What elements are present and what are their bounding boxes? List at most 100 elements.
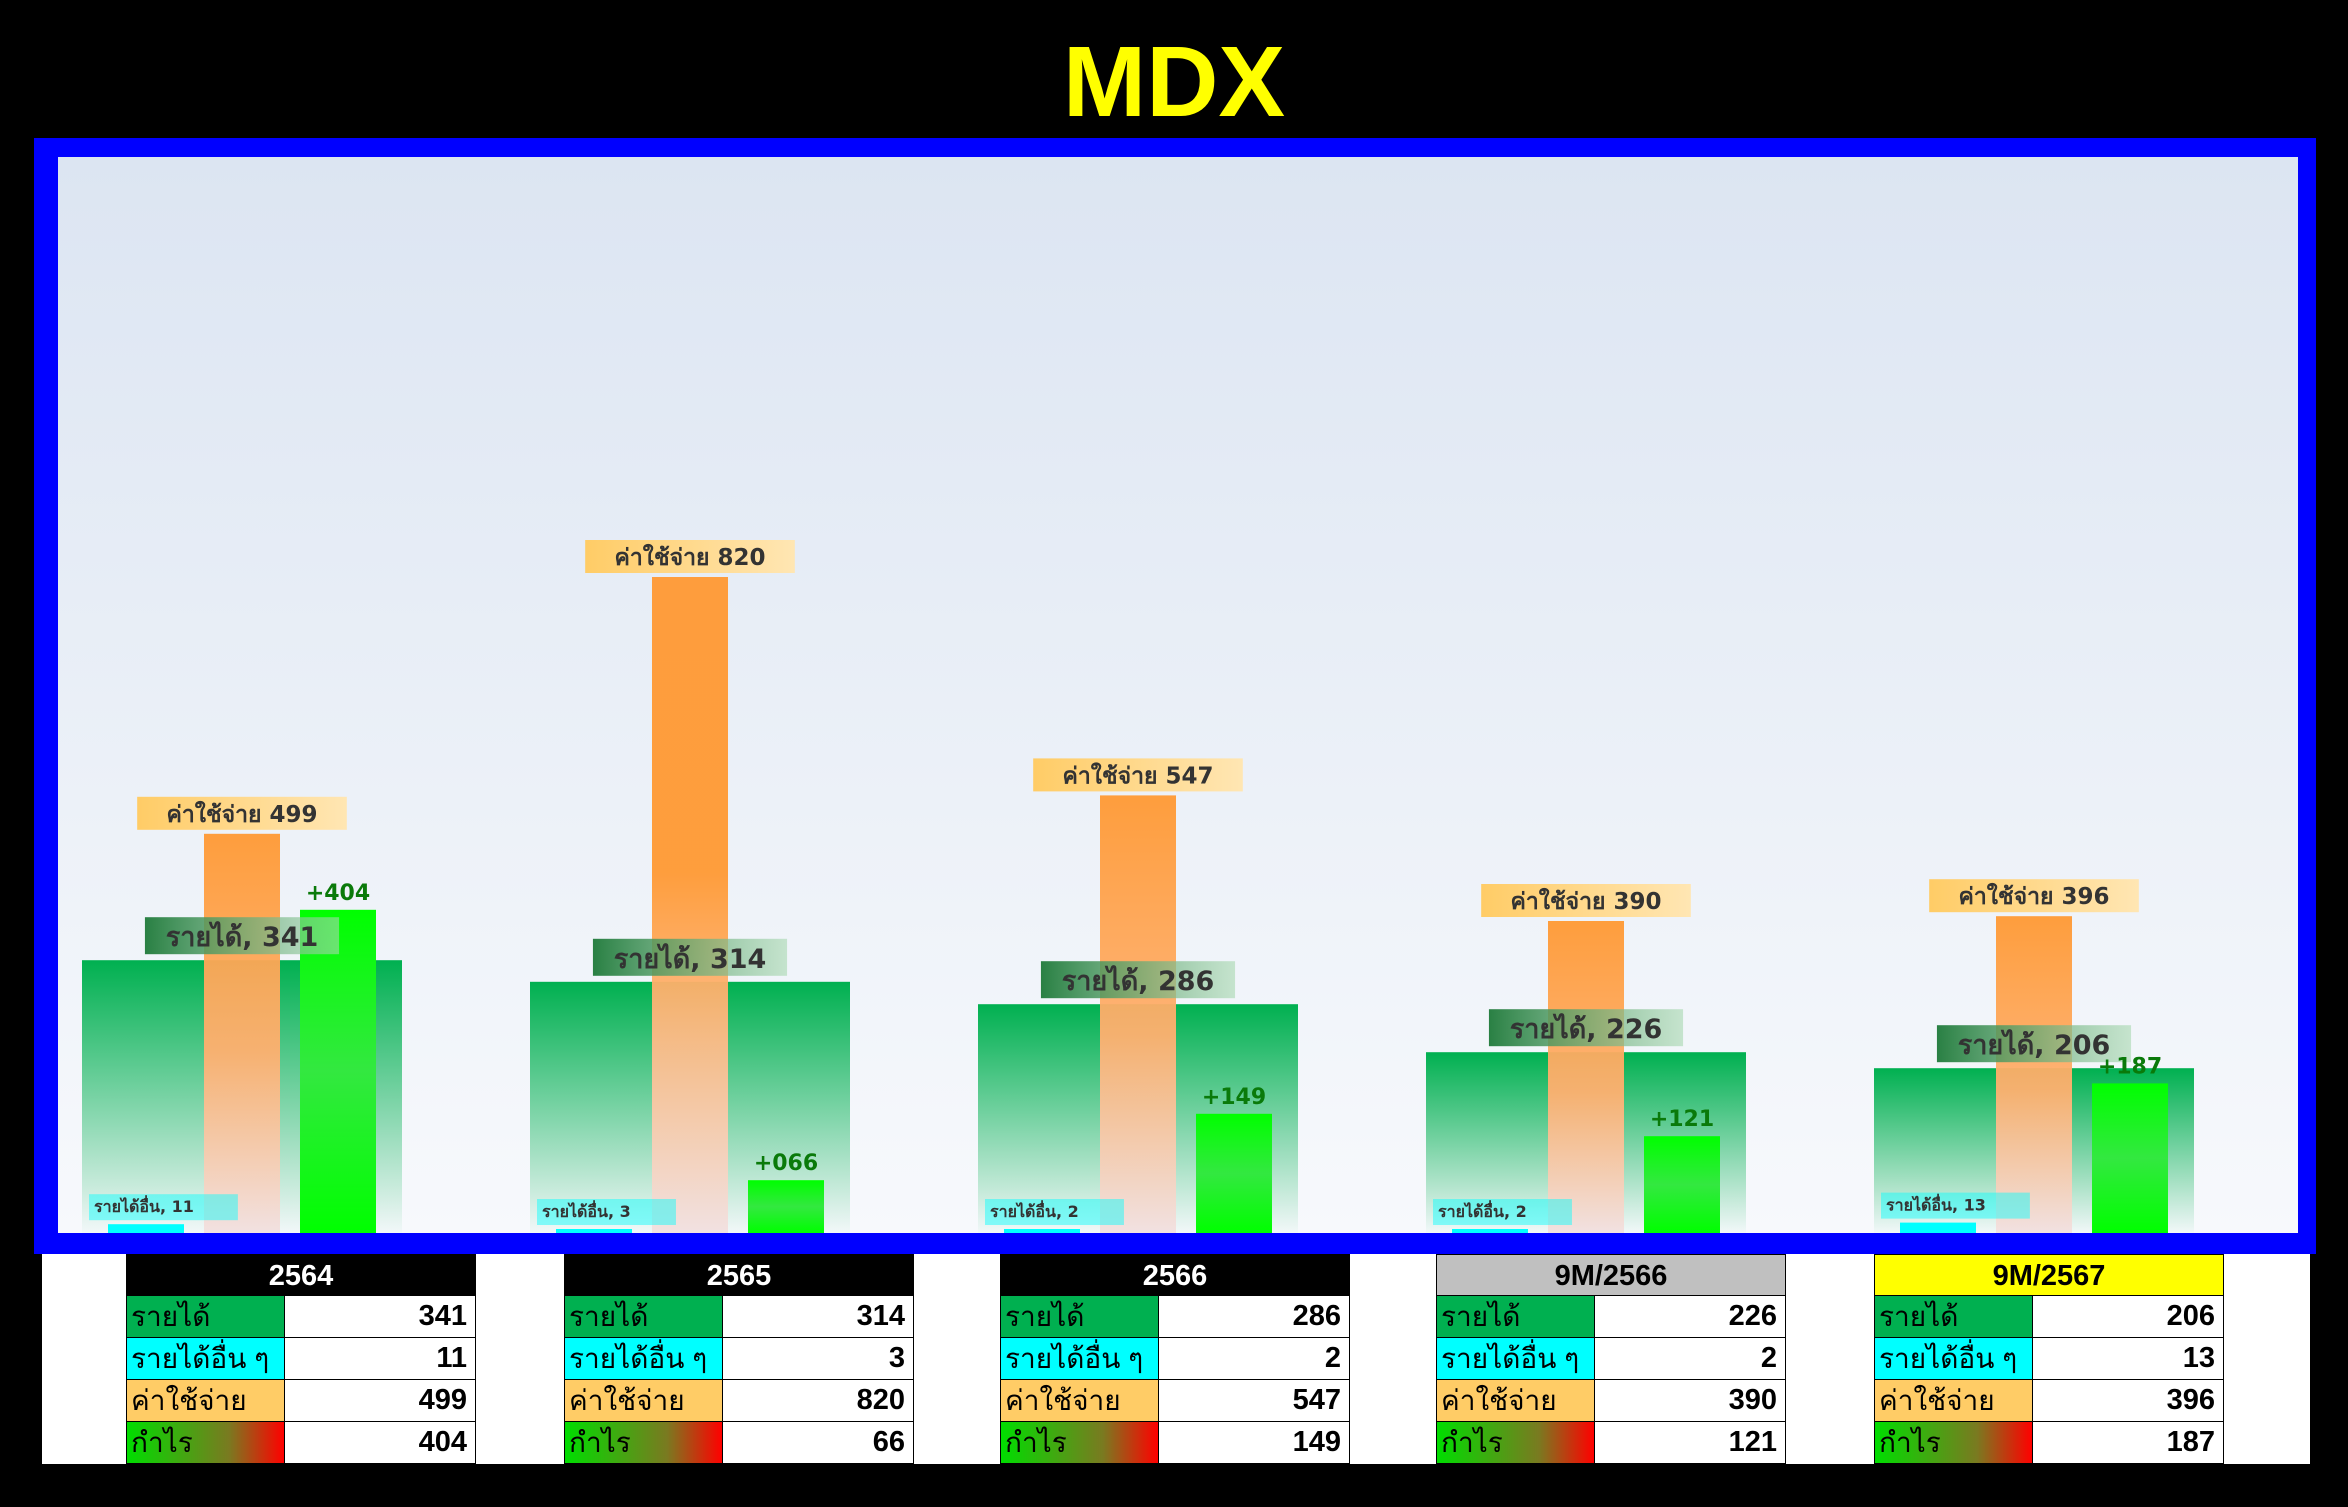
row-value: 341 [418, 1300, 467, 1332]
year-header: 9M/2566 [1436, 1254, 1786, 1296]
profit-label: +187 [2098, 1054, 2162, 1079]
row-value: 226 [1728, 1300, 1777, 1332]
revenue-label: รายได้, 341 [166, 921, 319, 953]
table-row: กำไร 149 [1000, 1422, 1350, 1464]
row-value: 404 [418, 1426, 467, 1458]
revenue-label-bg [1488, 1009, 1684, 1047]
expense-label-bg [1481, 884, 1691, 917]
other-income-bar [1004, 1229, 1080, 1233]
row-value: 3 [888, 1342, 905, 1374]
table-row: รายได้อื่น ๆ 2 [1000, 1338, 1350, 1380]
profit-bar [748, 1180, 824, 1233]
table-row: กำไร 404 [126, 1422, 476, 1464]
row-value: 2 [1324, 1342, 1341, 1374]
year-header: 2565 [564, 1254, 914, 1296]
table-row: รายได้อื่น ๆ 2 [1436, 1338, 1786, 1380]
expense-label: ค่าใช้จ่าย 390 [1510, 887, 1661, 915]
row-label: รายได้อื่น ๆ [127, 1338, 285, 1379]
year-table: 2565 รายได้ 314 รายได้อื่น ๆ 3 ค่าใช้จ่าย 820 ก… [564, 1254, 914, 1464]
expense-label-bg [585, 540, 795, 573]
row-label: รายได้ [127, 1296, 285, 1337]
other-income-bar [108, 1224, 184, 1233]
expense-label-bg [1033, 758, 1243, 792]
row-value: 66 [872, 1426, 905, 1458]
row-label: รายได้ [1437, 1296, 1595, 1337]
row-label: รายได้อื่น ๆ [1001, 1338, 1159, 1379]
expense-bar [1100, 795, 1176, 1233]
row-label: กำไร [1875, 1422, 2033, 1463]
table-row: กำไร 66 [564, 1422, 914, 1464]
year-table: 2564 รายได้ 341 รายได้อื่น ๆ 11 ค่าใช้จ่าย 499… [126, 1254, 476, 1464]
chart-svg: ค่าใช้จ่าย 499 รายได้, 341 +404 รายได้อื่น,… [58, 157, 2298, 1233]
profit-label: +066 [754, 1151, 818, 1176]
row-value: 390 [1728, 1384, 1777, 1416]
year-table: 9M/2566 รายได้ 226 รายได้อื่น ๆ 2 ค่าใช้จ่าย 3… [1436, 1254, 1786, 1464]
table-row: ค่าใช้จ่าย 547 [1000, 1380, 1350, 1422]
row-value: 187 [2166, 1426, 2215, 1458]
row-value: 499 [418, 1384, 467, 1416]
row-label: ค่าใช้จ่าย [1001, 1380, 1159, 1421]
row-label: กำไร [565, 1422, 723, 1463]
profit-label: +404 [306, 881, 370, 906]
profit-bar [2092, 1083, 2168, 1233]
revenue-label: รายได้, 206 [1958, 1029, 2111, 1061]
other-income-label-bg [1881, 1192, 2030, 1219]
revenue-label: รายได้, 226 [1510, 1013, 1663, 1045]
row-label: รายได้อื่น ๆ [1875, 1338, 2033, 1379]
row-value: 121 [1728, 1426, 1777, 1458]
row-label: ค่าใช้จ่าย [565, 1380, 723, 1421]
table-row: รายได้ 314 [564, 1296, 914, 1338]
other-income-label: รายได้อื่น, 13 [1886, 1194, 1986, 1215]
page-title: MDX [1062, 26, 1286, 138]
year-table: 9M/2567 รายได้ 206 รายได้อื่น ๆ 13 ค่าใช้จ่าย… [1874, 1254, 2224, 1464]
revenue-label-bg [592, 938, 788, 976]
row-value: 820 [856, 1384, 905, 1416]
expense-label: ค่าใช้จ่าย 499 [166, 800, 317, 828]
row-label: กำไร [1001, 1422, 1159, 1463]
row-value: 547 [1292, 1384, 1341, 1416]
row-value: 206 [2166, 1300, 2215, 1332]
other-income-bar [556, 1229, 632, 1233]
table-row: ค่าใช้จ่าย 396 [1874, 1380, 2224, 1422]
other-income-bar [1452, 1229, 1528, 1233]
revenue-label-bg [144, 917, 340, 955]
row-value: 314 [856, 1300, 905, 1332]
other-income-bar [1900, 1222, 1976, 1233]
row-label: รายได้ [1001, 1296, 1159, 1337]
other-income-label-bg [985, 1199, 1124, 1225]
revenue-label-bg [1040, 961, 1236, 999]
expense-bar [1548, 921, 1624, 1233]
profit-bar [1644, 1136, 1720, 1233]
table-row: รายได้อื่น ๆ 3 [564, 1338, 914, 1380]
profit-label: +121 [1650, 1107, 1714, 1132]
row-value: 396 [2166, 1384, 2215, 1416]
row-value: 149 [1292, 1426, 1341, 1458]
row-label: ค่าใช้จ่าย [1437, 1380, 1595, 1421]
row-label: รายได้อื่น ๆ [1437, 1338, 1595, 1379]
expense-label: ค่าใช้จ่าย 396 [1958, 882, 2109, 910]
table-row: รายได้ 226 [1436, 1296, 1786, 1338]
table-row: รายได้อื่น ๆ 11 [126, 1338, 476, 1380]
row-value: 11 [436, 1342, 467, 1374]
revenue-label: รายได้, 314 [614, 943, 767, 975]
other-income-label-bg [537, 1199, 676, 1225]
other-income-label: รายได้อื่น, 3 [542, 1200, 631, 1221]
profit-label: +149 [1202, 1085, 1266, 1110]
table-row: ค่าใช้จ่าย 820 [564, 1380, 914, 1422]
year-header: 2566 [1000, 1254, 1350, 1296]
table-row: รายได้อื่น ๆ 13 [1874, 1338, 2224, 1380]
row-value: 2 [1760, 1342, 1777, 1374]
row-label: กำไร [1437, 1422, 1595, 1463]
table-row: รายได้ 286 [1000, 1296, 1350, 1338]
table-row: ค่าใช้จ่าย 499 [126, 1380, 476, 1422]
table-row: กำไร 187 [1874, 1422, 2224, 1464]
table-row: กำไร 121 [1436, 1422, 1786, 1464]
expense-bar [1996, 916, 2072, 1233]
other-income-label-bg [1433, 1199, 1572, 1225]
row-value: 286 [1292, 1300, 1341, 1332]
row-label: รายได้ [1875, 1296, 2033, 1337]
row-label: รายได้อื่น ๆ [565, 1338, 723, 1379]
other-income-label: รายได้อื่น, 2 [1438, 1200, 1527, 1221]
expense-label-bg [137, 796, 347, 830]
expense-bar [652, 577, 728, 1233]
